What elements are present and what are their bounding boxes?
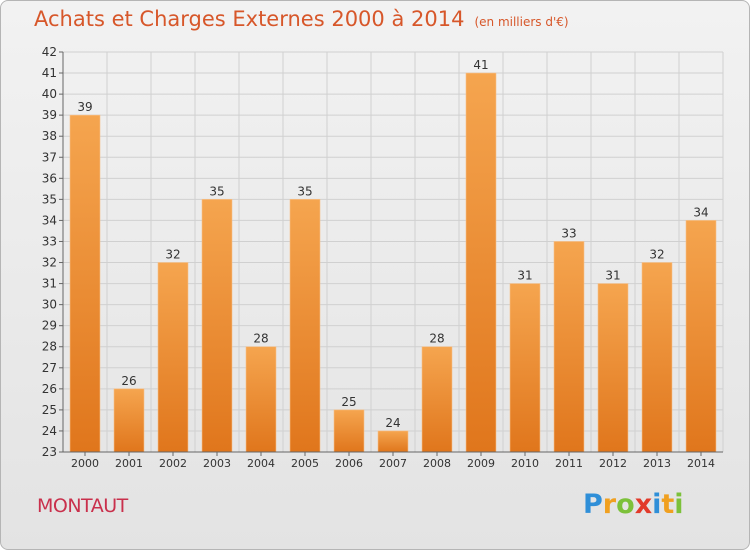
logo-letter: o	[616, 489, 635, 520]
x-tick-label: 2007	[379, 457, 407, 470]
bar	[421, 346, 453, 453]
bar-value-label: 41	[473, 58, 488, 72]
x-tick-label: 2001	[115, 457, 143, 470]
bar	[333, 409, 365, 453]
logo-letter: t	[661, 489, 675, 520]
bar-value-label: 24	[385, 416, 400, 430]
axes: 23 24 25 26 27 28 29 30 31 32 33 34 35 36 37 38 39 40 41 42…	[42, 45, 723, 470]
bar	[289, 199, 321, 453]
y-tick-label: 39	[42, 108, 57, 122]
bar-value-label: 26	[121, 374, 136, 388]
x-tick-label: 2013	[643, 457, 671, 470]
bar-value-label: 33	[561, 226, 576, 240]
x-tick-label: 2000	[71, 457, 99, 470]
x-tick-label: 2002	[159, 457, 187, 470]
bar	[245, 346, 277, 453]
y-tick-label: 37	[42, 150, 57, 164]
y-tick-label: 23	[42, 445, 57, 459]
y-tick-label: 42	[42, 45, 57, 59]
y-tick-label: 33	[42, 234, 57, 248]
bar-value-label: 39	[77, 100, 92, 114]
bar	[465, 72, 497, 453]
bar	[69, 114, 101, 453]
bar	[509, 283, 541, 453]
y-tick-label: 41	[42, 66, 57, 80]
x-tick-label: 2012	[599, 457, 627, 470]
x-tick-label: 2003	[203, 457, 231, 470]
x-tick-label: 2010	[511, 457, 539, 470]
y-tick-label: 36	[42, 171, 57, 185]
bar-value-label: 28	[429, 332, 444, 346]
y-tick-label: 31	[42, 277, 57, 291]
bar	[597, 283, 629, 453]
bar	[377, 430, 409, 453]
bar-value-label: 32	[165, 248, 180, 262]
x-tick-label: 2008	[423, 457, 451, 470]
y-tick-label: 25	[42, 403, 57, 417]
y-tick-label: 26	[42, 382, 57, 396]
y-tick-label: 38	[42, 129, 57, 143]
bar	[641, 262, 673, 453]
logo-letter: x	[634, 489, 653, 520]
bar-value-label: 35	[297, 184, 312, 198]
bar	[201, 199, 233, 453]
bar	[685, 220, 717, 453]
x-tick-label: 2006	[335, 457, 363, 470]
x-tick-label: 2009	[467, 457, 495, 470]
bar	[113, 388, 145, 453]
chart-title: Achats et Charges Externes 2000 à 2014 (e…	[34, 7, 569, 31]
proxiti-logo: Proxiti	[583, 489, 684, 520]
bar	[553, 241, 585, 453]
y-tick-label: 24	[42, 424, 57, 438]
y-tick-label: 35	[42, 192, 57, 206]
x-tick-label: 2004	[247, 457, 275, 470]
y-tick-label: 29	[42, 319, 57, 333]
y-tick-label: 40	[42, 87, 57, 101]
y-tick-label: 30	[42, 298, 57, 312]
bar-value-label: 31	[605, 269, 620, 283]
place-name: MONTAUT	[37, 495, 128, 517]
logo-letter: P	[583, 489, 603, 520]
logo-letter: i	[674, 489, 684, 520]
logo-letter: i	[652, 489, 662, 520]
bar-value-label: 32	[649, 248, 664, 262]
bars: 39 26 32 35 28 35 25 24 28 41 31 33 31 32 34	[69, 58, 717, 453]
bar-value-label: 28	[253, 332, 268, 346]
y-tick-label: 34	[42, 213, 57, 227]
y-tick-label: 32	[42, 256, 57, 270]
bar-value-label: 31	[517, 269, 532, 283]
bar-value-label: 35	[209, 184, 224, 198]
y-tick-label: 28	[42, 340, 57, 354]
x-tick-label: 2005	[291, 457, 319, 470]
logo-letter: r	[602, 489, 617, 520]
bar-value-label: 34	[693, 205, 708, 219]
chart-unit: (en milliers d'€)	[474, 15, 569, 29]
x-tick-label: 2014	[687, 457, 715, 470]
y-tick-label: 27	[42, 361, 57, 375]
x-tick-label: 2011	[555, 457, 583, 470]
bar	[157, 262, 189, 453]
bar-value-label: 25	[341, 395, 356, 409]
